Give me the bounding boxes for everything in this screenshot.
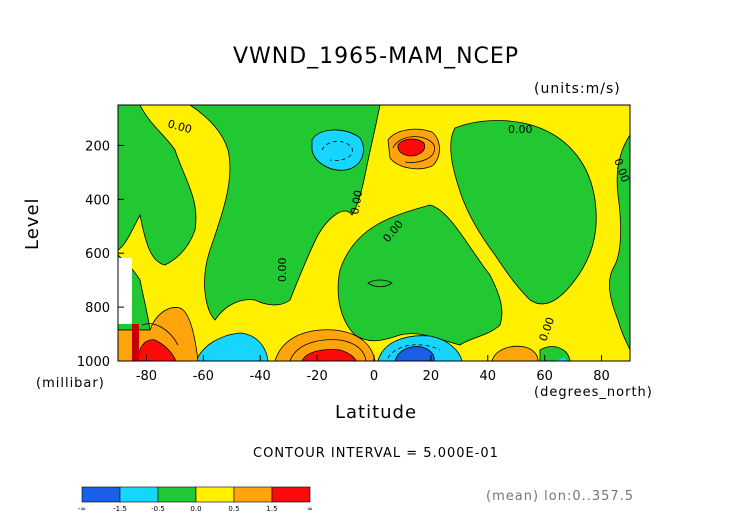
x-axis-title: Latitude xyxy=(334,402,418,423)
contour-line-lower-left xyxy=(141,323,179,346)
contour-line-blue-inner xyxy=(387,344,441,359)
averaging-note: (mean) lon:0..357.5 xyxy=(486,489,635,504)
contour-line-cyan-inner xyxy=(321,141,353,161)
fill-orange-lower-right xyxy=(491,345,539,361)
y-tick-label: 600 xyxy=(85,247,110,262)
x-axis-unit: (degrees_north) xyxy=(534,385,653,400)
contour-label: 0.00 xyxy=(348,189,365,215)
x-tick-label: -80 xyxy=(136,369,157,384)
x-tick-label: 60 xyxy=(536,369,553,384)
contour-line-lower-mid xyxy=(289,339,367,361)
y-tick-label: 1000 xyxy=(77,355,110,370)
x-tick-label: 80 xyxy=(593,369,610,384)
y-tick-label: 800 xyxy=(85,301,110,316)
colorbar: -∞ -1.5 -0.5 0.0 0.5 1.5 ∞ xyxy=(78,486,313,513)
colorbar-label: 1.5 xyxy=(266,505,277,513)
colorbar-swatch xyxy=(233,486,273,503)
contour-interval-note: CONTOUR INTERVAL = 5.000E-01 xyxy=(253,446,499,461)
contour-field xyxy=(118,105,630,361)
fill-cyan-lower-right xyxy=(555,357,566,361)
colorbar-label: 0.0 xyxy=(190,505,201,513)
fill-dark-red-edge xyxy=(132,324,139,361)
y-tick-label: 400 xyxy=(85,193,110,208)
y-tick-label: 200 xyxy=(85,139,110,154)
fill-cyan-upper xyxy=(311,129,364,171)
colorbar-label: -0.5 xyxy=(151,505,165,513)
fill-neg-region-5 xyxy=(609,134,630,351)
colorbar-swatch xyxy=(271,486,311,503)
colorbar-swatch xyxy=(195,486,235,503)
colorbar-swatch xyxy=(81,486,121,503)
x-tick-label: 0 xyxy=(370,369,378,384)
colorbar-label: 0.5 xyxy=(228,505,239,513)
fill-neg-region-7 xyxy=(367,279,393,288)
y-axis-unit: (millibar) xyxy=(36,376,105,391)
colorbar-label: ∞ xyxy=(307,505,313,513)
contour-label: 0.00 xyxy=(508,123,533,136)
fill-red-lower-mid xyxy=(301,349,357,361)
contour-line-orange-inner xyxy=(392,136,435,163)
y-axis-ticks: 200 400 600 800 1000 xyxy=(77,139,124,370)
fill-cyan-lower-left xyxy=(195,332,269,361)
contour-label: 0.00 xyxy=(166,117,193,136)
x-axis-ticks: -80 -60 -40 -20 0 20 40 60 80 xyxy=(136,355,610,384)
colorbar-swatch xyxy=(119,486,159,503)
fill-red-lower-left xyxy=(137,339,177,361)
x-tick-label: -60 xyxy=(193,369,214,384)
fill-red-upper xyxy=(397,138,426,157)
x-tick-label: -20 xyxy=(306,369,327,384)
x-tick-label: -40 xyxy=(250,369,271,384)
x-tick-label: 40 xyxy=(480,369,497,384)
colorbar-swatch xyxy=(157,486,197,503)
chart-title: VWND_1965-MAM_NCEP xyxy=(232,44,520,69)
colorbar-label: -1.5 xyxy=(113,505,127,513)
colorbar-label: -∞ xyxy=(78,505,86,513)
fill-blue-lower-mid xyxy=(394,346,435,361)
chart-units: (units:m/s) xyxy=(534,81,621,97)
missing-data-patch xyxy=(118,258,132,324)
contour-label: 0.00 xyxy=(276,258,289,283)
fill-neg-region-4 xyxy=(450,120,597,305)
fill-orange-lower-mid xyxy=(274,329,376,361)
fill-neg-region-1 xyxy=(118,105,197,266)
x-tick-label: 20 xyxy=(423,369,440,384)
